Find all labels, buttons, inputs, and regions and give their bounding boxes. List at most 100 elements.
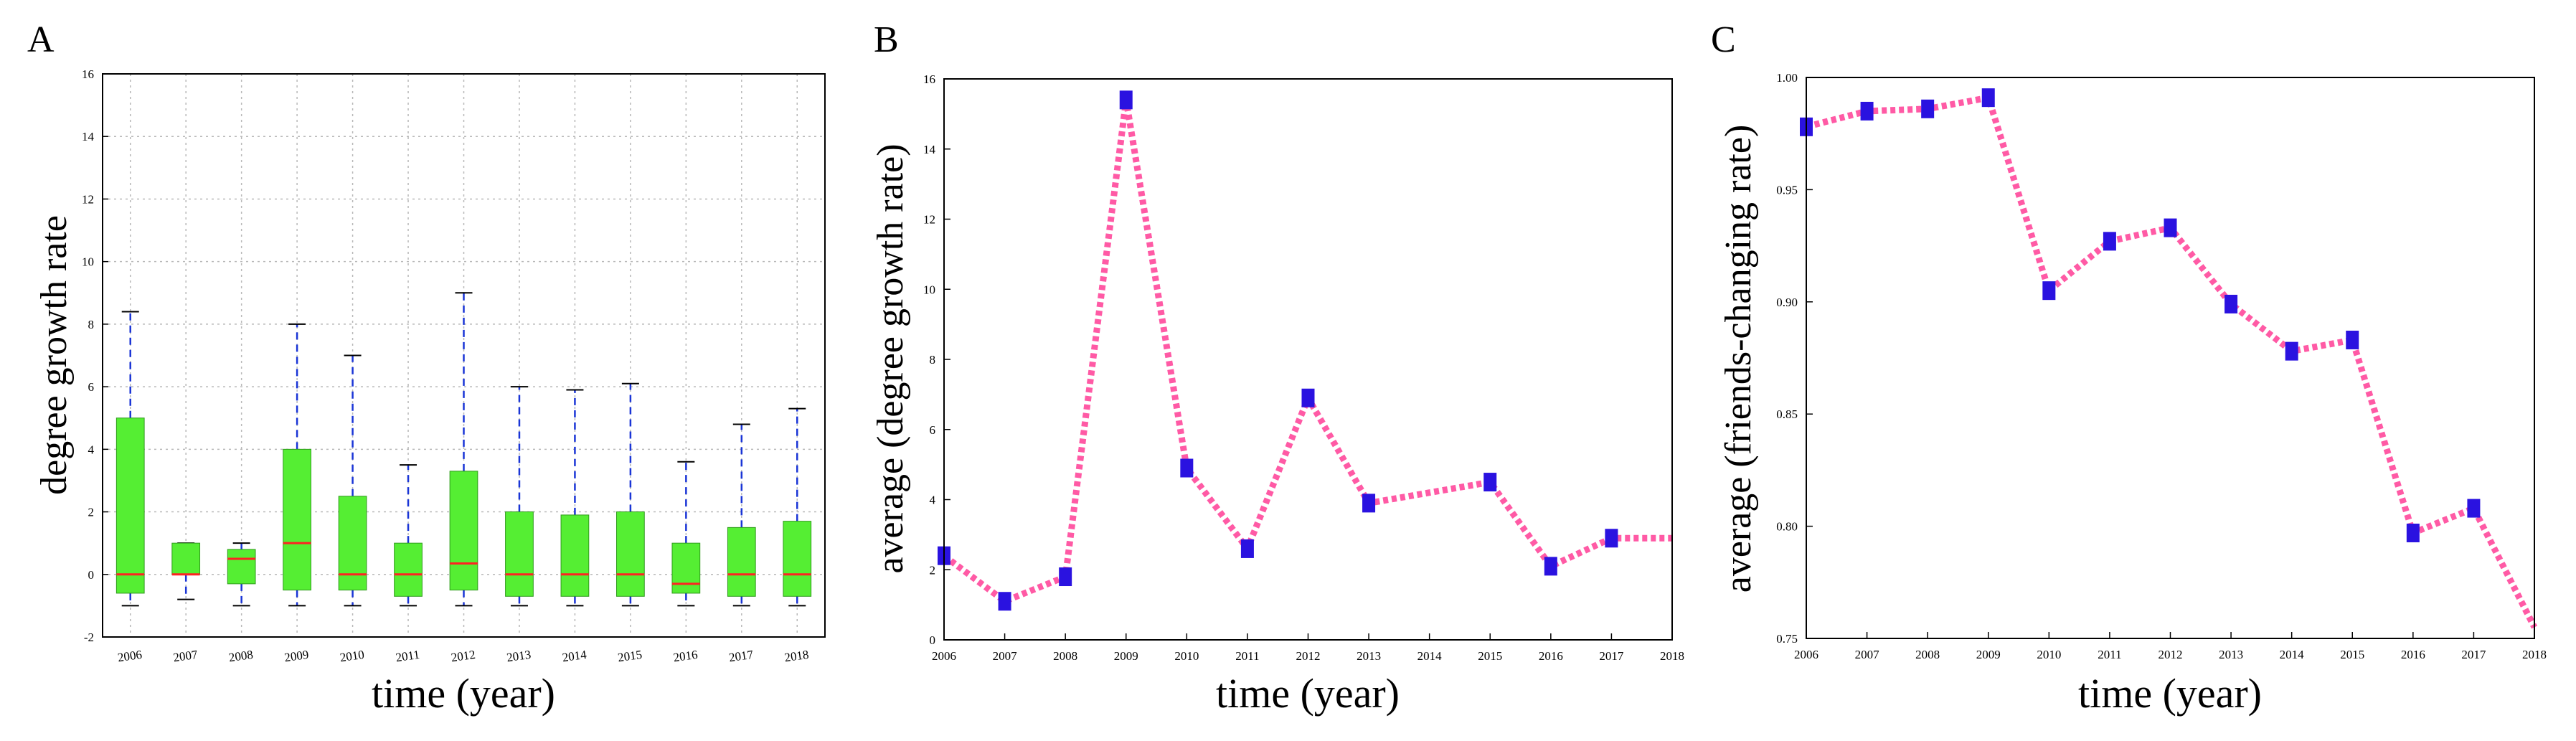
panel-a-y-tick-label: 12 bbox=[82, 192, 94, 206]
panel-c-y-tick-label: 0.80 bbox=[1776, 520, 1798, 534]
panel-a-box bbox=[338, 496, 367, 591]
panel-b-x-tick-label: 2011 bbox=[1235, 649, 1259, 663]
panel-a-y-tick-label: 10 bbox=[82, 255, 94, 269]
panel-c: 0.750.800.850.900.951.00 2006 2007 2008 200… bbox=[1718, 71, 2547, 717]
panel-b-y-tick-label: 12 bbox=[923, 213, 935, 227]
panel-b-y-tick-label: 8 bbox=[930, 353, 936, 367]
panel-b-x-tick-label: 2009 bbox=[1114, 649, 1138, 663]
panel-a-box bbox=[449, 471, 478, 591]
panel-b-data-point bbox=[1362, 494, 1376, 513]
panel-a-boxes bbox=[115, 292, 812, 607]
panel-a-x-tick-label: 2016 bbox=[672, 648, 698, 665]
panel-a-frame bbox=[102, 73, 826, 638]
panel-c-data-point bbox=[2042, 281, 2056, 301]
panel-b-series bbox=[938, 90, 1672, 611]
panel-b-data-point bbox=[1180, 458, 1194, 478]
panel-a-x-tick-label: 2014 bbox=[562, 648, 588, 665]
panel-a-y-tick-label: 16 bbox=[82, 67, 94, 81]
panel-b-data-point bbox=[1240, 539, 1254, 558]
panel-a-x-ticks: 2006 2007 2008 2009 2010 2011 2012 2013 2014 2015… bbox=[117, 648, 810, 665]
panel-b-x-tick-label: 2018 bbox=[1660, 649, 1684, 663]
panel-c-x-tick-label: 2014 bbox=[2280, 648, 2305, 661]
panel-b-y-ticks: 0 2 4 6 8 10 12 14 16 bbox=[923, 72, 950, 647]
panel-c-x-tick-label: 2011 bbox=[2098, 648, 2121, 661]
panel-a-x-tick-label: 2017 bbox=[728, 648, 755, 665]
panel-c-series bbox=[1800, 88, 2538, 629]
panel-c-data-point bbox=[2406, 523, 2420, 542]
panel-a-box bbox=[616, 511, 645, 597]
panel-a-x-tick-label: 2018 bbox=[783, 648, 809, 665]
panel-c-data-point bbox=[2224, 294, 2238, 313]
panel-c-y-tick-label: 0.85 bbox=[1776, 407, 1798, 421]
panel-b-x-tick-label: 2008 bbox=[1053, 649, 1077, 663]
panel-a-x-label: time (year) bbox=[372, 670, 555, 717]
panel-b-y-tick-label: 6 bbox=[930, 423, 936, 437]
panel-a-x-tick-label: 2008 bbox=[228, 648, 254, 665]
panel-c-x-tick-label: 2017 bbox=[2461, 648, 2486, 661]
panel-c-y-ticks: 0.75 0.80 0.85 0.90 0.95 1.00 bbox=[1776, 71, 1813, 646]
panel-b-x-tick-label: 2006 bbox=[932, 649, 956, 663]
panel-b-data-point bbox=[1605, 529, 1618, 548]
panel-b-x-tick-label: 2016 bbox=[1539, 649, 1563, 663]
panel-c-data-point bbox=[1981, 88, 1995, 108]
panel-a-y-tick-label: 0 bbox=[88, 568, 95, 582]
panel-a-y-tick-label: -2 bbox=[84, 631, 94, 644]
panel-a-x-tick-label: 2007 bbox=[172, 648, 199, 665]
panel-a-x-tick-label: 2009 bbox=[283, 648, 309, 665]
panel-c-x-tick-label: 2015 bbox=[2340, 648, 2364, 661]
panel-a-box bbox=[671, 542, 701, 594]
panel-letter-c: C bbox=[1711, 19, 1736, 60]
panel-a-box bbox=[394, 542, 423, 597]
panel-b-y-tick-label: 16 bbox=[923, 72, 935, 86]
panel-b-y-label: average (degree growth rate) bbox=[870, 143, 911, 573]
panel-b-frame bbox=[943, 78, 1673, 641]
panel-c-data-point bbox=[1921, 99, 1935, 118]
panel-c-data-point bbox=[2103, 232, 2116, 251]
panel-b-data-point bbox=[1119, 90, 1133, 110]
panel-c-y-tick-label: 0.75 bbox=[1776, 632, 1798, 646]
panel-c-y-label: average (friends-changing rate) bbox=[1718, 125, 1759, 593]
panel-c-data-point bbox=[2346, 330, 2359, 349]
panel-c-y-tick-label: 0.95 bbox=[1776, 183, 1798, 197]
panel-a-box bbox=[727, 527, 756, 597]
panel-a-box bbox=[560, 514, 590, 597]
panel-c-frame bbox=[1806, 77, 2535, 639]
panel-c-y-tick-label: 0.90 bbox=[1776, 296, 1798, 309]
panel-c-y-tick-label: 1.00 bbox=[1776, 71, 1798, 85]
panel-b-y-tick-label: 0 bbox=[930, 633, 936, 647]
panel-c-x-tick-label: 2008 bbox=[1915, 648, 1940, 661]
panel-c-x-tick-label: 2016 bbox=[2401, 648, 2425, 661]
panel-a: -2 0 2 4 6 8 10 12 14 16 2006 2007 2008 2009 2010 2011… bbox=[34, 67, 826, 717]
panel-a-y-tick-label: 14 bbox=[82, 130, 95, 143]
panel-c-x-label: time (year) bbox=[2078, 670, 2262, 717]
panel-a-y-tick-label: 6 bbox=[88, 380, 95, 394]
panel-c-data-point bbox=[2164, 218, 2177, 237]
panel-b-y-tick-label: 10 bbox=[923, 283, 935, 296]
panel-c-x-tick-label: 2007 bbox=[1855, 648, 1880, 661]
panel-a-box bbox=[505, 511, 534, 597]
panel-a-box bbox=[227, 549, 256, 585]
panel-letter-b: B bbox=[874, 19, 899, 60]
panel-b-x-tick-label: 2012 bbox=[1296, 649, 1321, 663]
panel-b-x-tick-label: 2017 bbox=[1599, 649, 1624, 663]
panel-b-x-ticks: 2006 2007 2008 2009 2010 2011 2012 2013 2014 2015… bbox=[932, 633, 1684, 663]
panel-b-x-tick-label: 2013 bbox=[1357, 649, 1381, 663]
panel-letter-a: A bbox=[27, 19, 55, 60]
panel-c-data-point bbox=[1860, 101, 1874, 121]
panel-a-x-tick-label: 2015 bbox=[617, 648, 643, 665]
panel-c-data-point bbox=[2467, 499, 2481, 518]
panel-c-x-tick-label: 2010 bbox=[2037, 648, 2061, 661]
panel-a-y-label: degree growth rate bbox=[34, 215, 75, 495]
panel-c-x-ticks: 2006 2007 2008 2009 2010 2011 2012 2013 2014 2015… bbox=[1794, 632, 2547, 661]
panel-b-y-tick-label: 4 bbox=[930, 494, 936, 507]
panel-b-x-tick-label: 2007 bbox=[993, 649, 1018, 663]
panel-a-box bbox=[115, 417, 145, 594]
panel-b-x-tick-label: 2015 bbox=[1478, 649, 1502, 663]
panel-b-y-tick-label: 14 bbox=[923, 143, 936, 156]
panel-c-data-point bbox=[2285, 341, 2298, 361]
panel-b-data-point bbox=[998, 592, 1011, 611]
panel-b-x-label: time (year) bbox=[1216, 670, 1400, 717]
panel-b-series-line bbox=[942, 96, 1672, 605]
